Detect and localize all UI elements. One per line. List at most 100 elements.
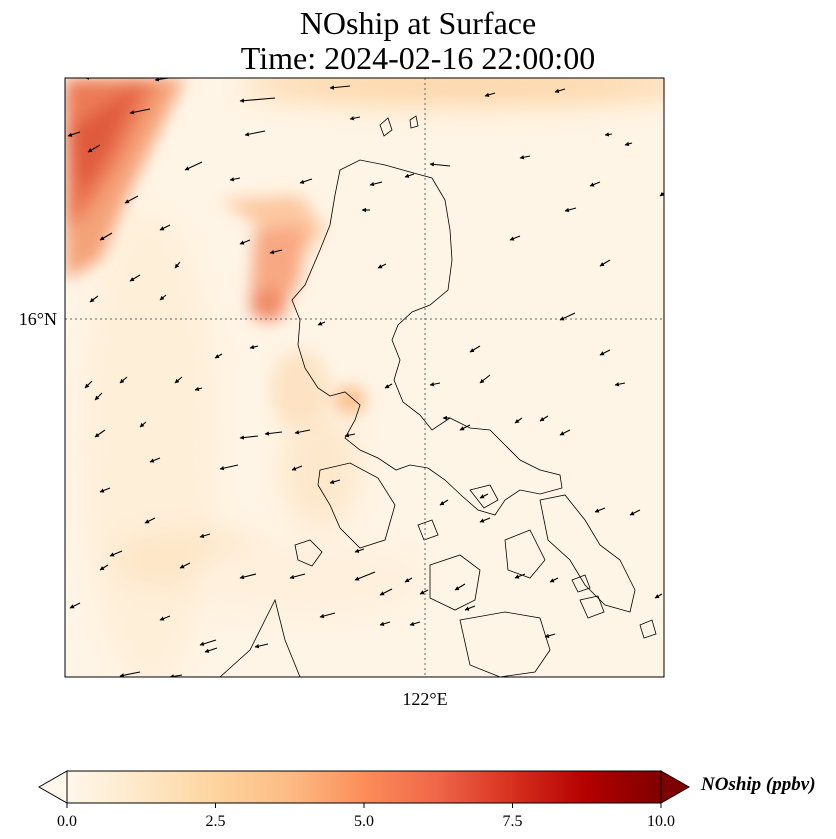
- wind-arrow: [67, 131, 81, 137]
- wind-arrow: [409, 621, 421, 626]
- wind-arrow: [124, 195, 139, 204]
- colorbar-tick-label: 10.0: [647, 813, 675, 830]
- wind-arrow: [159, 224, 171, 231]
- figure-subtitle-time: Time: 2024-02-16 22:00:00: [240, 40, 596, 76]
- wind-arrow: [239, 435, 259, 440]
- concentration-field: [65, 78, 664, 677]
- wind-arrow: [604, 132, 613, 137]
- wind-arrow: [629, 509, 641, 516]
- wind-arrow: [239, 573, 257, 580]
- wind-arrow: [179, 562, 191, 569]
- wind-arrow: [599, 349, 611, 356]
- wind-arrow: [239, 239, 251, 245]
- wind-arrow: [159, 294, 167, 301]
- wind-arrow: [599, 259, 611, 267]
- wind-arrow: [139, 421, 147, 428]
- wind-arrow: [159, 615, 171, 621]
- figure-title: NOship at Surface: [299, 5, 537, 41]
- wind-arrow: [239, 97, 276, 103]
- wind-arrow: [129, 108, 151, 115]
- wind-arrow: [564, 207, 577, 213]
- island-coastline: [409, 115, 419, 129]
- wind-arrow: [269, 249, 283, 255]
- wind-arrow: [454, 583, 466, 591]
- island-coastline: [379, 117, 393, 137]
- colorbar-gradient: [66, 770, 662, 804]
- wind-arrow: [229, 177, 241, 182]
- wind-arrow: [479, 493, 489, 499]
- wind-arrow: [204, 647, 218, 653]
- wind-vectors: [67, 78, 664, 677]
- wind-arrow: [214, 353, 223, 359]
- wind-arrow: [84, 380, 93, 389]
- wind-arrow: [459, 424, 471, 431]
- wind-arrow: [404, 577, 413, 583]
- wind-arrow: [589, 181, 601, 187]
- wind-arrow: [94, 392, 103, 401]
- colorbar-extend-min: [37, 770, 68, 804]
- wind-arrow: [614, 382, 626, 387]
- wind-arrow: [369, 181, 383, 187]
- island-coastline: [459, 611, 551, 677]
- wind-arrow: [174, 261, 181, 269]
- colorbar-tick-label: 7.5: [503, 813, 523, 830]
- colorbar-tick-label: 5.0: [354, 813, 374, 830]
- colorbar-tick-label: 2.5: [206, 813, 226, 830]
- wind-arrow: [174, 376, 183, 384]
- colorbar-extend-max: [660, 770, 691, 804]
- wind-arrow: [99, 564, 109, 571]
- wind-arrow: [344, 433, 356, 438]
- wind-arrow: [429, 382, 441, 387]
- coastlines: [219, 115, 657, 677]
- wind-arrow: [199, 639, 217, 646]
- wind-arrow: [419, 589, 429, 595]
- mindoro-coastline: [317, 462, 396, 549]
- island-coastline: [429, 554, 481, 611]
- wind-arrow: [69, 602, 81, 609]
- wind-arrow: [379, 621, 391, 626]
- wind-arrow: [549, 577, 559, 583]
- wind-arrow: [254, 643, 269, 649]
- wind-arrow: [291, 465, 303, 471]
- wind-arrow: [144, 517, 156, 524]
- wind-arrow: [99, 487, 111, 493]
- wind-arrow: [554, 88, 566, 93]
- wind-arrow: [349, 116, 361, 121]
- wind-arrow: [659, 191, 664, 197]
- wind-arrow: [469, 345, 481, 353]
- wind-arrow: [594, 507, 606, 513]
- wind-arrow: [624, 141, 633, 147]
- wind-arrow: [539, 415, 549, 422]
- island-coastline: [294, 539, 323, 567]
- wind-arrow: [479, 374, 491, 384]
- wind-arrow: [354, 571, 376, 581]
- wind-arrow: [479, 517, 491, 523]
- wind-arrow: [119, 376, 128, 384]
- map-frame: [64, 77, 665, 678]
- wind-arrow: [429, 162, 451, 167]
- wind-arrow: [559, 429, 571, 436]
- wind-arrow: [544, 633, 556, 638]
- wind-arrow: [129, 274, 141, 282]
- wind-arrow: [317, 321, 326, 326]
- wind-arrow: [319, 612, 336, 619]
- wind-arrow: [294, 429, 311, 435]
- wind-arrow: [94, 429, 106, 438]
- luzon-coastline: [291, 159, 563, 516]
- wind-arrow: [89, 295, 99, 303]
- wind-arrow: [119, 671, 141, 677]
- wind-arrow: [329, 85, 351, 90]
- wind-arrow: [184, 161, 203, 171]
- wind-arrow: [109, 550, 123, 557]
- wind-arrow: [289, 573, 306, 580]
- wind-arrow: [654, 593, 663, 599]
- lat-tick-label: 16°N: [19, 309, 57, 329]
- wind-arrow: [377, 263, 387, 269]
- island-coastline: [469, 484, 499, 509]
- wind-arrow: [99, 232, 113, 241]
- wind-arrow: [249, 344, 259, 350]
- wind-arrow: [379, 588, 393, 596]
- wind-arrow: [219, 464, 239, 471]
- wind-arrow: [299, 178, 313, 184]
